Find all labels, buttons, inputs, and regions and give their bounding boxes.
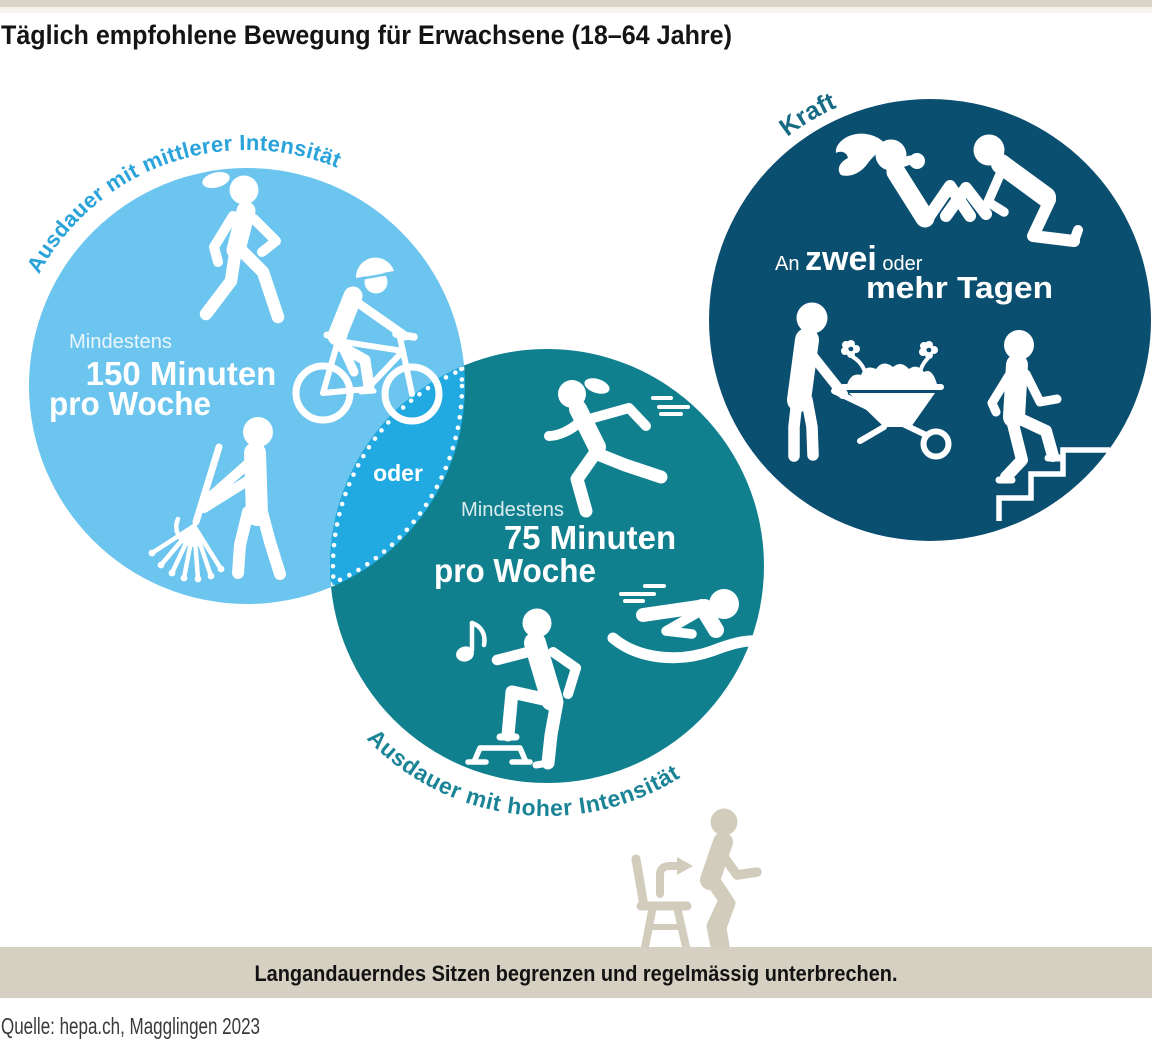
svg-text:Mindestens: Mindestens — [461, 499, 564, 521]
svg-text:Langandauerndes Sitzen begrenz: Langandauerndes Sitzen begrenzen und reg… — [255, 961, 898, 986]
svg-text:pro Woche: pro Woche — [434, 552, 596, 589]
svg-text:Quelle: hepa.ch, Magglingen 20: Quelle: hepa.ch, Magglingen 2023 — [1, 1013, 260, 1039]
svg-text:mehr Tagen: mehr Tagen — [866, 270, 1053, 305]
svg-text:pro Woche: pro Woche — [49, 385, 211, 422]
svg-text:150 Minuten: 150 Minuten — [86, 355, 277, 392]
svg-text:oder: oder — [373, 460, 423, 486]
svg-text:Mindestens: Mindestens — [69, 331, 172, 353]
svg-text:Täglich empfohlene Bewegung fü: Täglich empfohlene Bewegung für Erwachse… — [1, 20, 732, 50]
svg-text:75 Minuten: 75 Minuten — [504, 519, 676, 556]
